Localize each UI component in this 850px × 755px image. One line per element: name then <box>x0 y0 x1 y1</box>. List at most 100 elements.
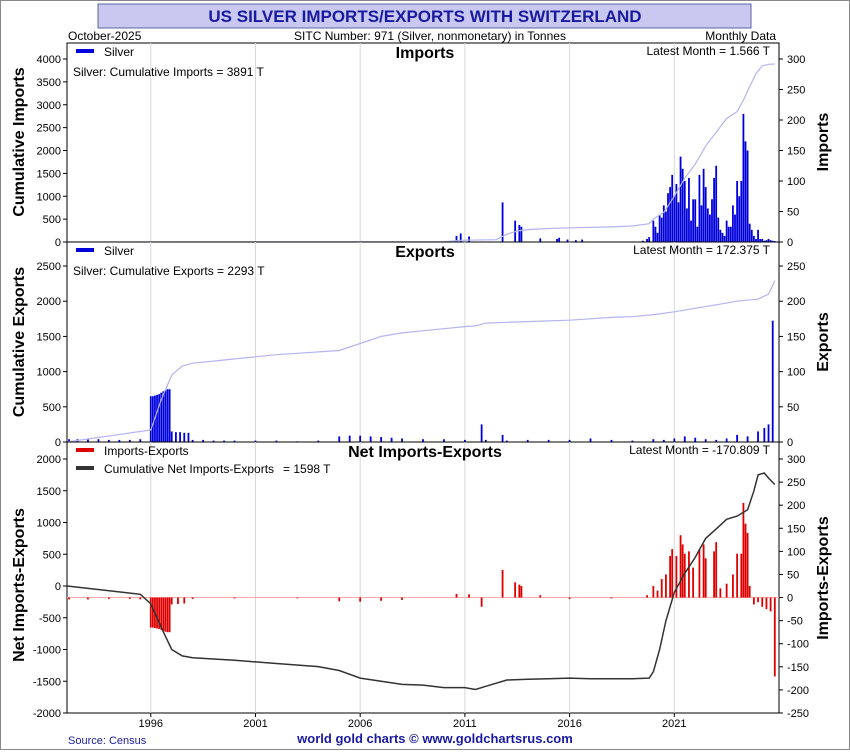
bar <box>683 436 686 442</box>
bar <box>681 168 684 242</box>
right-tick-label: 250 <box>787 261 805 273</box>
panel-title: Exports <box>395 244 455 261</box>
bar <box>558 237 561 242</box>
bar <box>732 574 734 598</box>
cumulative-line <box>66 280 776 443</box>
bar <box>455 235 458 242</box>
bar <box>177 597 179 605</box>
plot-area <box>66 441 780 714</box>
bar <box>708 214 711 242</box>
bar <box>755 238 757 242</box>
bar <box>711 199 713 242</box>
bar <box>702 168 705 242</box>
bar <box>757 431 759 442</box>
bar <box>773 597 776 677</box>
bar <box>688 177 690 242</box>
right-tick-label: 150 <box>787 146 805 158</box>
bar <box>694 437 697 442</box>
latest-month: Latest Month = 1.566 T <box>646 44 770 58</box>
latest-month: Latest Month = 172.375 T <box>633 243 771 257</box>
bar <box>380 597 383 601</box>
right-tick-label: 50 <box>787 569 799 581</box>
panel-2: 0 500 1000 1500 2000 2500 0 50 100 150 200 250 Expor… <box>11 241 832 449</box>
bar <box>422 439 424 442</box>
bar <box>700 205 703 242</box>
bar <box>183 597 186 604</box>
bar <box>164 597 167 632</box>
legend-swatch <box>76 49 94 53</box>
bar <box>761 238 764 242</box>
left-tick-label: 2000 <box>37 146 61 158</box>
panel-title: Net Imports-Exports <box>348 444 502 461</box>
legend-label: Imports-Exports <box>104 444 189 458</box>
right-tick-label: -150 <box>787 662 809 674</box>
plot-area <box>66 42 780 243</box>
bar <box>149 396 152 442</box>
left-axis-title: Cumulative Exports <box>11 267 28 417</box>
bar <box>380 437 383 442</box>
right-tick-label: 200 <box>787 296 805 308</box>
bar <box>648 237 651 242</box>
bar <box>401 438 403 442</box>
bar <box>97 439 100 442</box>
bar <box>359 597 362 602</box>
latest-month: Latest Month = -170.809 T <box>629 443 771 457</box>
left-tick-label: 1000 <box>37 518 61 530</box>
bar <box>748 223 751 242</box>
bar <box>717 217 720 242</box>
bar <box>769 597 772 612</box>
bar <box>484 439 487 442</box>
bar <box>139 597 142 600</box>
bar <box>505 440 508 442</box>
header-subtitle: SITC Number: 971 (Silver, nonmonetary) i… <box>294 29 566 43</box>
header-frequency: Monthly Data <box>705 29 776 43</box>
bar <box>752 597 755 605</box>
bar <box>725 438 728 442</box>
bar <box>702 544 705 598</box>
left-tick-label: 3000 <box>37 100 61 112</box>
bar <box>390 437 393 442</box>
bar <box>317 440 320 442</box>
bar <box>233 597 236 599</box>
title-box <box>97 3 752 29</box>
bar <box>725 220 728 242</box>
bar <box>713 177 715 242</box>
x-tick-label: 2021 <box>662 718 686 730</box>
bar <box>683 181 686 242</box>
bar <box>589 438 592 442</box>
right-tick-label: -100 <box>787 639 809 651</box>
bar <box>275 440 278 442</box>
bar <box>719 229 722 242</box>
bar <box>568 439 571 442</box>
bar <box>757 229 759 242</box>
bar <box>763 240 766 242</box>
bar <box>736 553 739 598</box>
bar <box>736 434 739 442</box>
bar <box>746 150 749 242</box>
bar <box>526 439 529 442</box>
bar <box>704 439 707 442</box>
legend-swatch <box>76 248 94 252</box>
bar <box>179 432 181 442</box>
right-tick-label: -250 <box>787 708 809 720</box>
bar <box>254 440 257 442</box>
bar <box>673 438 676 442</box>
left-tick-label: 2000 <box>37 296 61 308</box>
bar <box>736 181 739 242</box>
bar <box>547 439 550 442</box>
bar <box>168 597 171 633</box>
x-axis: 1996 2001 2006 2011 2016 2021 <box>139 713 687 730</box>
bar <box>669 555 672 598</box>
bar <box>338 436 341 442</box>
bar <box>87 597 89 600</box>
bar <box>233 440 236 442</box>
right-tick-label: 150 <box>787 523 805 535</box>
bar <box>744 523 747 598</box>
bar <box>158 597 161 629</box>
bar <box>568 597 571 599</box>
bar <box>183 432 186 442</box>
bar <box>752 235 755 242</box>
bar <box>767 238 770 242</box>
